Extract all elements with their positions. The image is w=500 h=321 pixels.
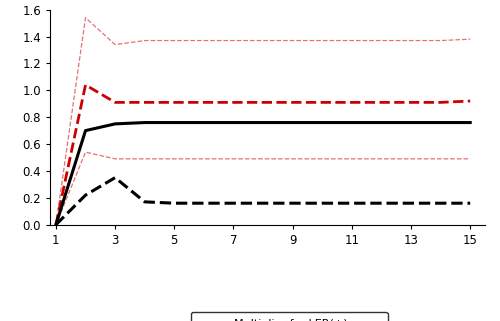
Legend: Multiplier for LER(+), Multiplier for LER(-), Asymmetry Plot (with C.I.): Multiplier for LER(+), Multiplier for LE… — [191, 312, 388, 321]
